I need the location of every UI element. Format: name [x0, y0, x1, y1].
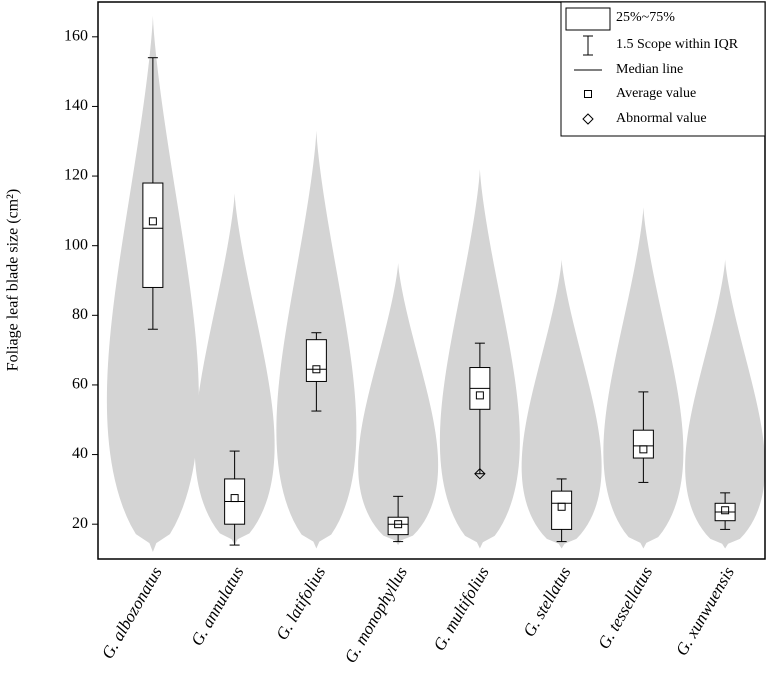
plot-frame [97, 1, 766, 560]
violin [194, 193, 275, 546]
x-tick-label: G. annulatus [187, 563, 248, 649]
outlier-marker [474, 468, 486, 480]
mean-marker [639, 445, 648, 454]
y-tick-label: 100 [64, 236, 88, 253]
iqr-box [387, 516, 409, 536]
mean-marker [230, 494, 239, 503]
y-tick-label: 140 [64, 97, 88, 114]
violin [521, 259, 602, 549]
iqr-box [305, 339, 327, 382]
legend-label: Average value [616, 86, 696, 101]
y-tick-label: 120 [64, 167, 88, 184]
y-tick-label: 160 [64, 27, 88, 44]
y-tick-label: 80 [72, 306, 88, 323]
iqr-box [632, 429, 654, 459]
mean-marker [148, 217, 157, 226]
mean-marker [721, 506, 730, 515]
x-tick-label: G. monophyllus [341, 563, 411, 666]
x-tick-label: G. albozonatus [98, 563, 166, 662]
y-tick-label: 20 [72, 515, 88, 532]
legend: 25%~75% 1.5 Scope within IQR Median line Av… [560, 1, 766, 137]
legend-label: Median line [616, 62, 683, 77]
legend-swatch [565, 7, 611, 31]
mean-marker [475, 391, 484, 400]
legend-label: 1.5 Scope within IQR [616, 37, 739, 52]
violin [603, 207, 684, 549]
violin [358, 263, 439, 546]
legend-label: Abnormal value [616, 111, 707, 126]
legend-label: 25%~75% [616, 10, 675, 25]
legend-swatch [584, 90, 592, 98]
x-tick-label: G. xunwuensis [672, 563, 738, 659]
y-tick-label: 40 [72, 445, 88, 462]
mean-marker [557, 502, 566, 511]
x-tick-label: G. latifolius [272, 563, 329, 643]
legend-swatch [582, 113, 594, 125]
legend-frame [560, 1, 766, 137]
iqr-box [142, 182, 164, 288]
y-axis-label: Foliage leaf blade size (cm²) [5, 189, 22, 372]
mean-marker [312, 365, 321, 374]
x-tick-label: G. tessellatus [594, 563, 656, 652]
mean-marker [394, 520, 403, 529]
y-tick-label: 60 [72, 376, 88, 393]
x-tick-label: G. stellatus [519, 563, 574, 640]
violin [685, 259, 766, 549]
x-tick-label: G. multifolius [430, 563, 493, 654]
